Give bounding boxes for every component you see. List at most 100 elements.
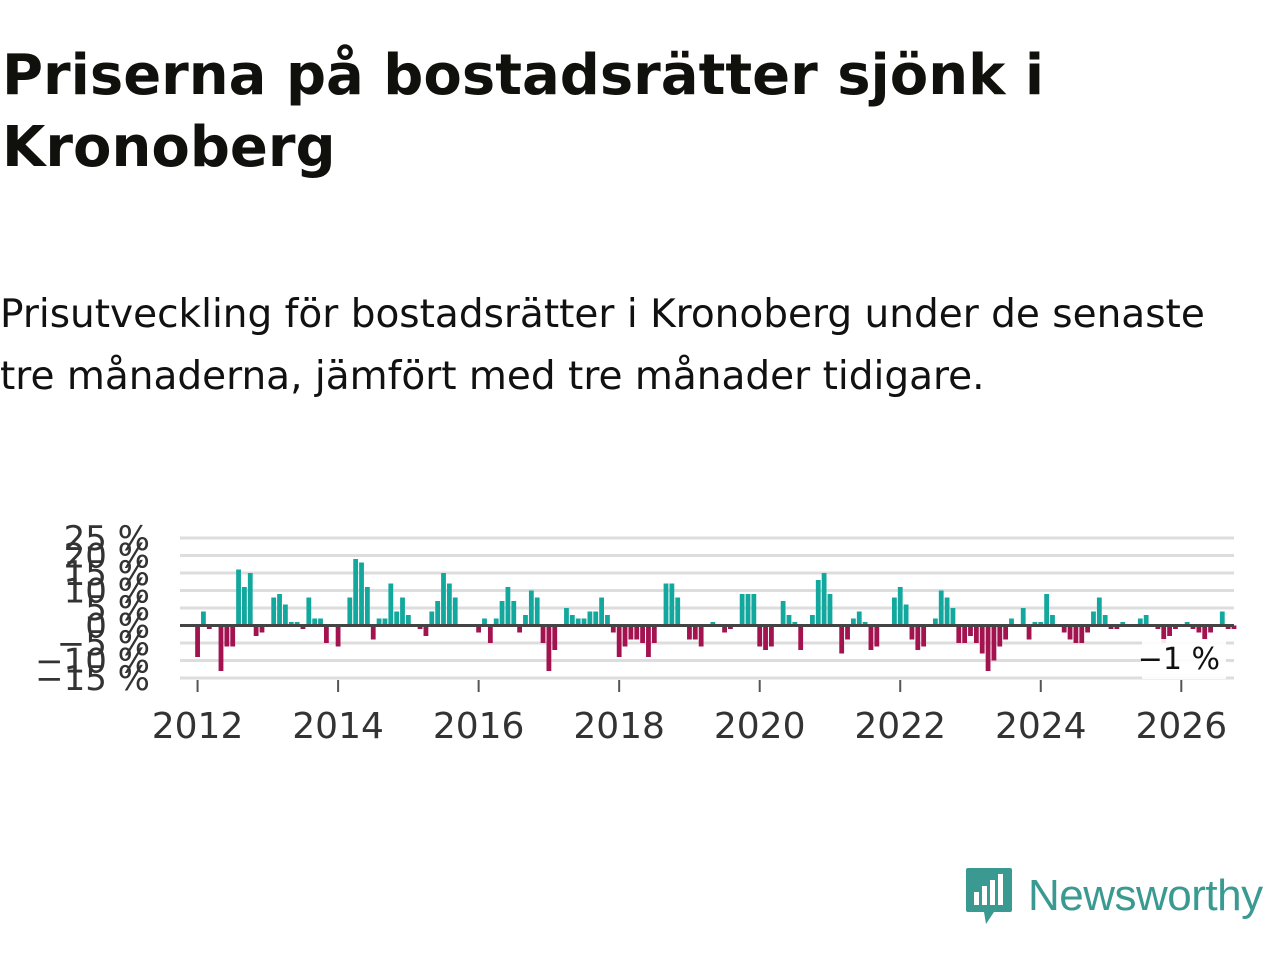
bar — [499, 601, 505, 626]
chart-title: Priserna på bostadsrätter sjönk i Kronob… — [2, 43, 1045, 180]
chart-subtitle: Prisutveckling för bostadsrätter i Krono… — [0, 292, 1205, 399]
bar — [382, 618, 388, 626]
bar — [347, 597, 353, 626]
bar — [1108, 625, 1114, 629]
bar — [634, 625, 640, 640]
bar — [599, 597, 605, 626]
bar — [1190, 625, 1196, 629]
bar — [376, 618, 382, 626]
bar — [405, 615, 411, 626]
bar — [1137, 618, 1143, 626]
bar — [1167, 625, 1172, 636]
bar — [710, 622, 716, 626]
y-tick-label: 5 % — [85, 589, 150, 629]
bar — [370, 625, 376, 640]
bar — [1219, 611, 1225, 626]
bar — [206, 625, 212, 629]
x-tick-label: 2026 — [1135, 706, 1227, 747]
bar — [763, 625, 768, 650]
bar — [423, 625, 429, 636]
bar — [505, 587, 511, 626]
bar — [552, 625, 558, 650]
bar — [364, 587, 370, 626]
bar — [1067, 625, 1073, 640]
bar — [827, 594, 833, 626]
bar — [1044, 594, 1050, 626]
y-tick-label: −5 % — [57, 624, 150, 664]
bar — [921, 625, 927, 647]
bar — [201, 611, 206, 626]
x-tick-label: 2018 — [573, 706, 665, 747]
bar — [476, 625, 482, 633]
bar — [1102, 615, 1108, 626]
y-tick-label: 25 % — [64, 519, 150, 559]
bar — [745, 594, 751, 626]
last-value-label: −1 % — [1138, 642, 1220, 677]
bar — [891, 597, 897, 626]
x-tick-label: 2020 — [714, 706, 806, 747]
bar — [236, 569, 241, 626]
bar — [628, 625, 634, 640]
bar — [932, 618, 938, 626]
bar — [247, 573, 253, 626]
bar — [575, 618, 581, 626]
bar — [997, 625, 1003, 647]
bar — [821, 573, 827, 626]
x-axis-ticks: 2012 2014 2016 2018 2020 2022 2024 2026 — [152, 680, 1227, 747]
bar — [698, 625, 704, 647]
x-tick-label: 2014 — [292, 706, 384, 747]
y-tick-label: 20 % — [64, 537, 150, 577]
bar — [242, 587, 247, 626]
bar — [523, 615, 528, 626]
annotation-background — [1142, 639, 1226, 679]
bar — [675, 597, 681, 626]
bar — [593, 611, 599, 626]
bar — [1091, 611, 1096, 626]
bar — [915, 625, 921, 650]
bar — [669, 583, 675, 626]
bar — [1143, 615, 1149, 626]
y-tick-label: −10 % — [35, 642, 150, 682]
bar — [1196, 625, 1202, 633]
bar — [938, 590, 944, 626]
bar — [1061, 625, 1067, 633]
y-tick-label: 0 % — [85, 607, 150, 647]
bar — [493, 618, 499, 626]
bar — [798, 625, 804, 650]
bar — [809, 615, 815, 626]
bar — [1161, 625, 1167, 643]
bar — [1085, 625, 1091, 633]
bar — [540, 625, 546, 643]
bar — [640, 625, 645, 643]
bar — [1003, 625, 1009, 640]
bar — [973, 625, 979, 643]
bar — [446, 583, 452, 626]
bar — [850, 618, 856, 626]
bar — [780, 601, 786, 626]
bar — [1202, 625, 1208, 640]
bar — [728, 625, 733, 629]
bar — [400, 597, 405, 626]
bar — [862, 622, 868, 626]
gridlines — [180, 536, 1234, 680]
bar — [277, 594, 282, 626]
bar — [757, 625, 763, 647]
newsworthy-logo-icon — [966, 868, 1012, 924]
bar — [979, 625, 985, 654]
bar — [605, 615, 610, 626]
bar — [962, 625, 968, 643]
bar — [300, 625, 306, 629]
bar — [786, 615, 792, 626]
bar — [1231, 625, 1237, 629]
x-tick-label: 2024 — [995, 706, 1087, 747]
bar — [435, 601, 441, 626]
bar — [616, 625, 622, 657]
bar — [950, 608, 956, 626]
bar — [271, 597, 277, 626]
bar — [909, 625, 915, 640]
bar — [622, 625, 628, 647]
bar — [1184, 622, 1190, 626]
bar — [282, 604, 288, 626]
bar — [897, 587, 903, 626]
x-tick-label: 2022 — [854, 706, 946, 747]
